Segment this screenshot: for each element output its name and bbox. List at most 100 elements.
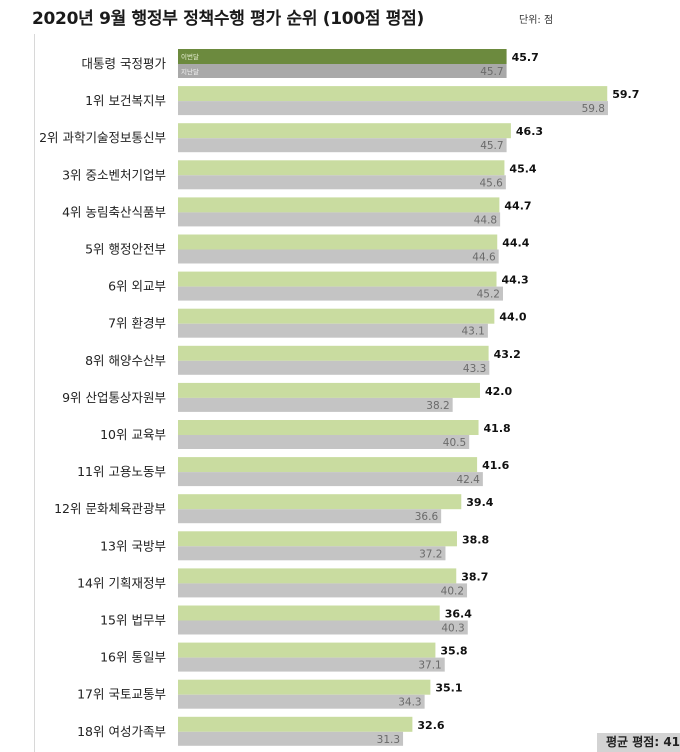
current-month-bar <box>178 382 480 398</box>
current-value-label: 35.1 <box>435 682 462 695</box>
category-label: 18위 여성가족부 <box>77 724 166 739</box>
current-month-bar <box>178 308 495 324</box>
category-label: 17위 국토교통부 <box>77 687 166 702</box>
chart-frame <box>34 34 680 752</box>
category-label: 11위 고용노동부 <box>77 464 166 479</box>
current-value-label: 44.7 <box>504 199 531 212</box>
category-label: 대통령 국정평가 <box>82 56 167 71</box>
category-label: 13위 국방부 <box>100 538 166 553</box>
previous-month-bar <box>178 323 488 338</box>
current-month-bar <box>178 123 511 139</box>
previous-value-label: 34.3 <box>398 697 421 709</box>
previous-value-label: 45.6 <box>479 177 503 189</box>
average-score-label: 평균 평점: 41 <box>597 733 680 752</box>
category-label: 1위 보건복지부 <box>85 93 166 108</box>
previous-value-label: 40.2 <box>441 585 464 597</box>
current-month-bar <box>178 494 462 510</box>
current-value-label: 41.6 <box>482 459 509 472</box>
previous-value-label: 37.1 <box>418 660 441 672</box>
current-month-bar <box>178 197 500 213</box>
category-label: 16위 통일부 <box>100 650 166 665</box>
category-label: 3위 중소벤처기업부 <box>62 167 166 182</box>
previous-month-bar <box>178 620 468 635</box>
previous-month-bar <box>178 360 490 375</box>
previous-value-label: 36.6 <box>415 511 439 523</box>
category-label: 12위 문화체육관광부 <box>54 501 166 516</box>
category-label: 10위 교육부 <box>100 427 166 442</box>
current-month-bar <box>178 531 457 547</box>
current-value-label: 41.8 <box>484 422 511 435</box>
category-label: 4위 농림축산식품부 <box>62 204 166 219</box>
previous-value-label: 40.5 <box>443 437 466 449</box>
legend-previous-label: 지난달 <box>181 67 199 76</box>
current-value-label: 43.2 <box>494 348 521 361</box>
current-value-label: 36.4 <box>445 608 472 621</box>
current-month-bar <box>178 457 478 473</box>
chart-title: 2020년 9월 행정부 정책수행 평가 순위 (100점 평점) <box>32 9 424 29</box>
current-value-label: 46.3 <box>516 125 543 138</box>
category-label: 2위 과학기술정보통신부 <box>39 130 166 145</box>
current-month-bar <box>178 271 497 287</box>
previous-value-label: 44.6 <box>472 252 496 264</box>
current-month-bar <box>178 568 457 584</box>
current-value-label: 44.4 <box>502 237 529 250</box>
current-value-label: 35.8 <box>440 645 467 658</box>
previous-month-bar <box>178 583 468 598</box>
previous-value-label: 37.2 <box>419 548 442 560</box>
previous-value-label: 45.7 <box>480 140 503 152</box>
current-value-label: 42.0 <box>485 385 512 398</box>
previous-value-label: 43.1 <box>461 326 484 338</box>
current-month-bar <box>178 679 431 695</box>
current-month-bar <box>178 642 436 658</box>
current-month-bar <box>178 234 498 250</box>
previous-month-bar <box>178 286 503 301</box>
category-label: 15위 법무부 <box>100 613 166 628</box>
current-value-label: 32.6 <box>417 719 444 732</box>
current-value-label: 45.7 <box>512 51 539 64</box>
category-label: 6위 외교부 <box>108 279 166 294</box>
previous-month-bar <box>178 731 404 746</box>
previous-value-label: 59.8 <box>582 103 605 115</box>
category-label: 8위 해양수산부 <box>85 353 166 368</box>
current-value-label: 44.3 <box>502 274 529 287</box>
previous-value-label: 38.2 <box>426 400 449 412</box>
category-label: 7위 환경부 <box>108 316 166 331</box>
current-month-bar <box>178 420 479 435</box>
current-value-label: 39.4 <box>466 496 493 509</box>
previous-month-bar <box>178 64 507 78</box>
current-value-label: 38.7 <box>461 570 488 583</box>
previous-month-bar <box>178 397 453 412</box>
previous-value-label: 42.4 <box>456 474 480 486</box>
category-label: 14위 기획재정부 <box>77 575 166 590</box>
current-month-bar <box>178 49 507 64</box>
previous-value-label: 40.3 <box>441 623 464 635</box>
unit-label: 단위: 점 <box>519 15 554 26</box>
legend-current-label: 이번달 <box>181 52 199 61</box>
previous-month-bar <box>178 175 506 190</box>
previous-month-bar <box>178 657 445 672</box>
current-value-label: 45.4 <box>509 162 536 175</box>
previous-value-label: 44.8 <box>474 214 497 226</box>
previous-value-label: 43.3 <box>463 363 486 375</box>
previous-month-bar <box>178 212 501 227</box>
previous-month-bar <box>178 472 483 487</box>
current-month-bar <box>178 160 505 176</box>
previous-month-bar <box>178 694 425 709</box>
previous-value-label: 45.7 <box>480 66 503 78</box>
current-month-bar <box>178 86 608 102</box>
current-value-label: 59.7 <box>612 88 639 101</box>
previous-value-label: 45.2 <box>477 289 500 301</box>
previous-month-bar <box>178 101 608 116</box>
previous-month-bar <box>178 509 442 524</box>
previous-month-bar <box>178 435 470 449</box>
current-month-bar <box>178 345 489 361</box>
category-label: 9위 산업통상자원부 <box>62 390 166 405</box>
current-value-label: 38.8 <box>462 533 489 546</box>
previous-month-bar <box>178 546 446 561</box>
previous-month-bar <box>178 249 499 264</box>
previous-month-bar <box>178 138 507 153</box>
category-label: 5위 행정안전부 <box>85 242 166 257</box>
current-month-bar <box>178 716 413 732</box>
current-value-label: 44.0 <box>499 311 526 324</box>
